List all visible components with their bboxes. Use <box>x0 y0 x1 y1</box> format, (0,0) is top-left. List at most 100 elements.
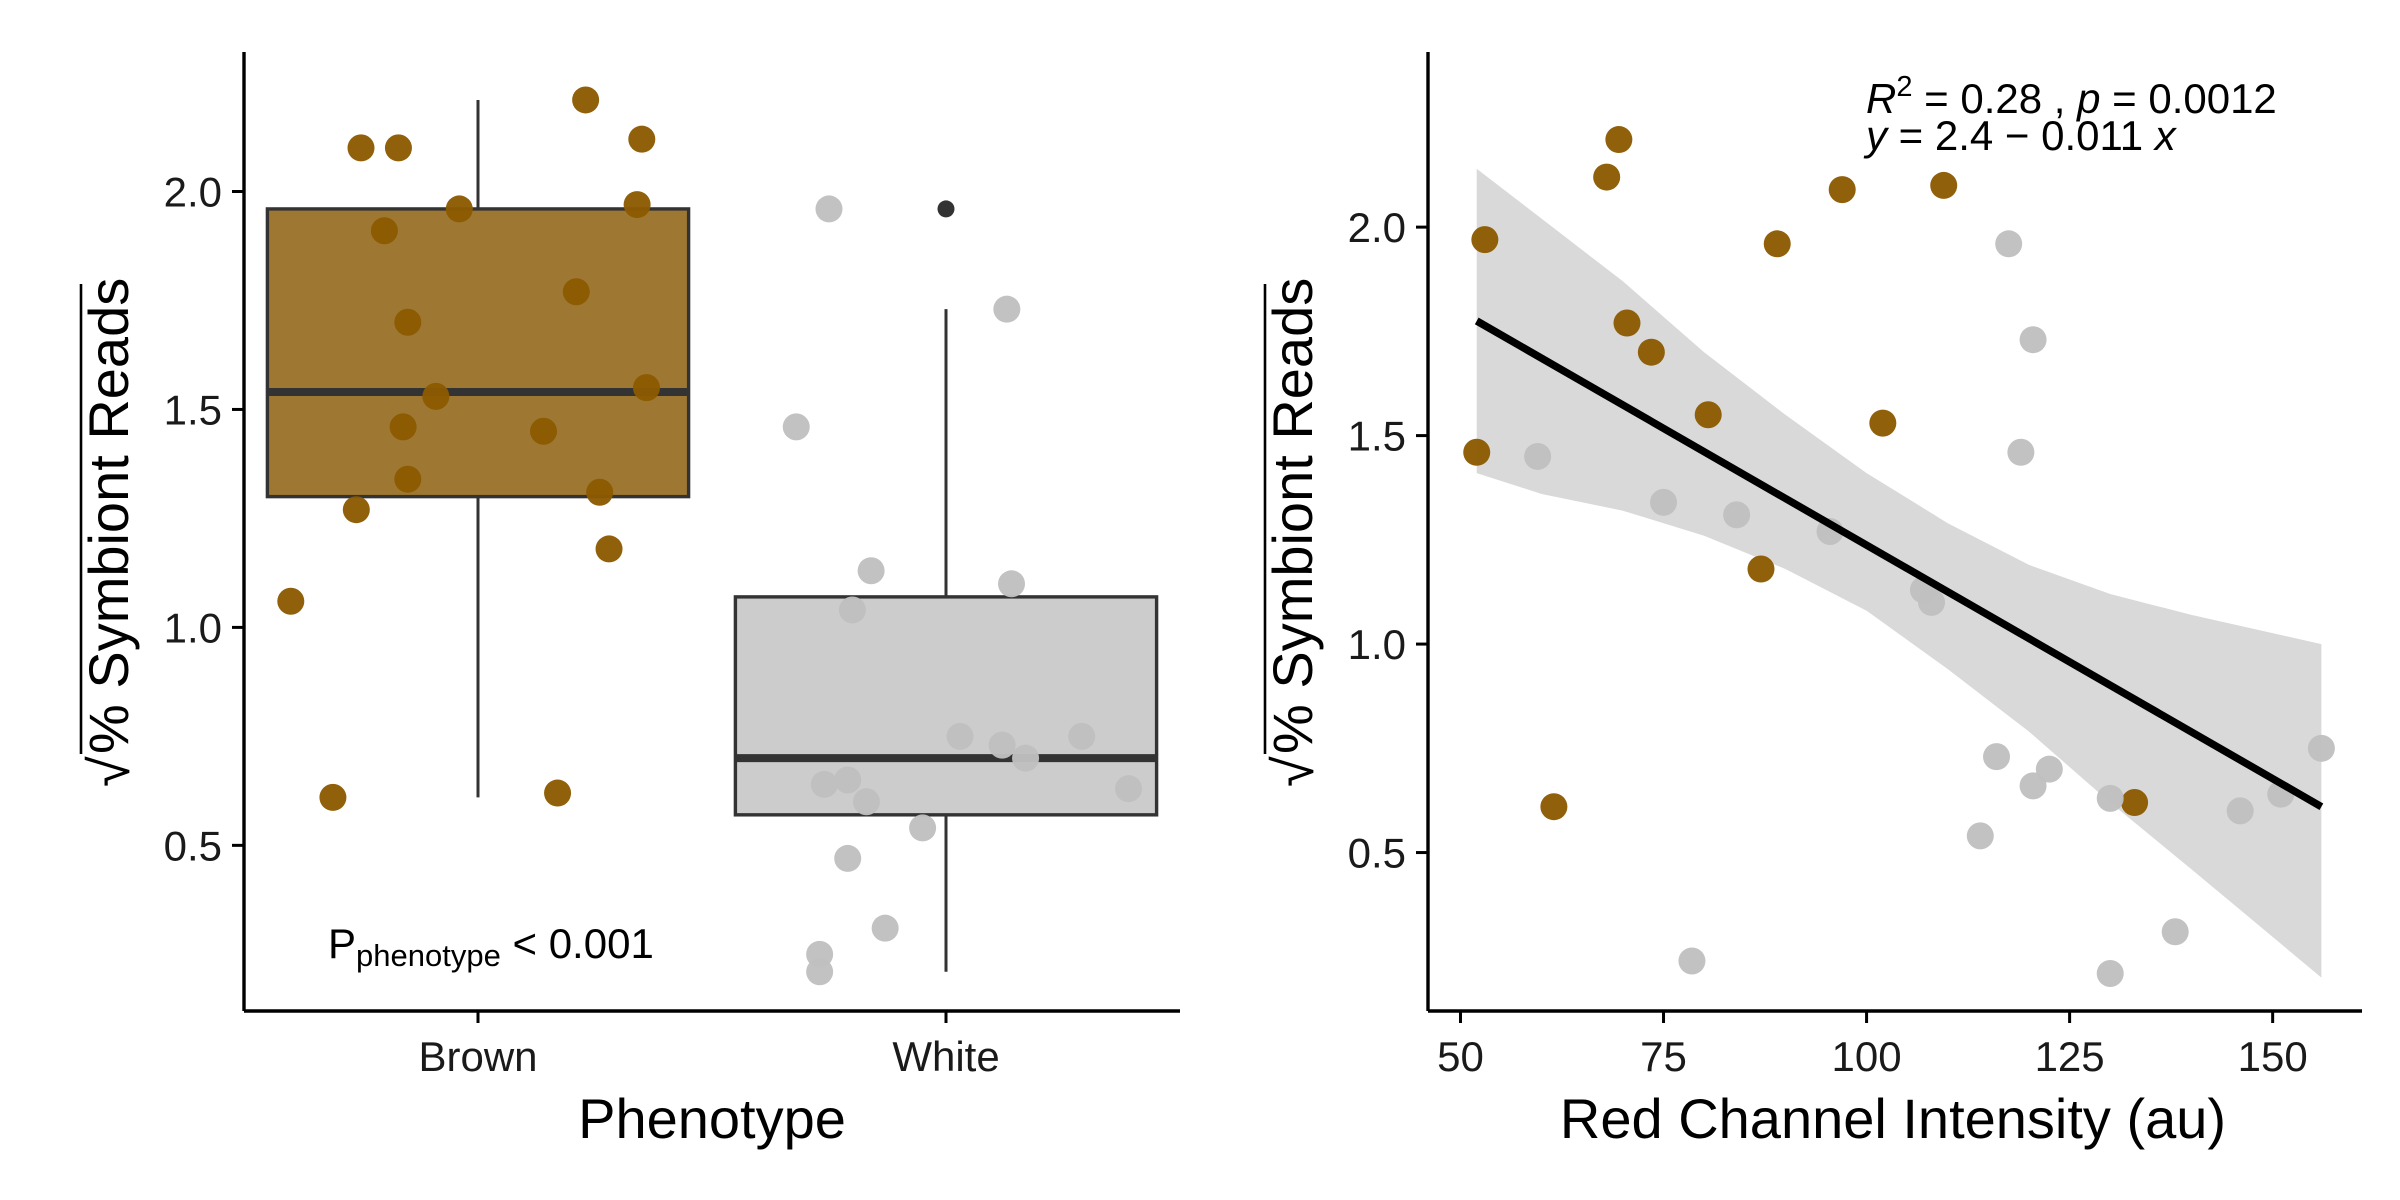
scatter-point-brown <box>1828 176 1856 204</box>
ci-band-layer <box>1476 168 2322 978</box>
data-point-brown <box>319 783 347 811</box>
scatter-point-white <box>1723 501 1751 529</box>
y-axis-title-text-2: % Symbiont Reads <box>1261 278 1324 754</box>
data-point-brown <box>389 413 417 441</box>
scatter-point-white <box>1983 743 2011 771</box>
y-tick-label: 1.0 <box>164 604 222 651</box>
scatter-point-white <box>1995 230 2023 258</box>
data-point-white <box>810 770 838 798</box>
y-tick-label: 2.0 <box>164 168 222 215</box>
scatter-point-white <box>2096 784 2124 812</box>
outlier-point <box>937 200 955 218</box>
p-value: = 0.0012 <box>2100 75 2276 122</box>
data-point-white <box>998 570 1026 598</box>
box-white <box>733 200 1159 972</box>
r-squared-value: = 0.28 , <box>1912 75 2077 122</box>
data-point-brown <box>394 465 422 493</box>
x-axis-ticks-2: 50 75 100 125 150 <box>1437 1011 2308 1080</box>
data-point-brown <box>347 134 375 162</box>
scatter-point-brown <box>1463 438 1491 466</box>
r-superscript: 2 <box>1896 71 1912 103</box>
data-point-brown <box>623 191 651 219</box>
x-tick-label: 50 <box>1437 1033 1484 1080</box>
x-tick-label: 100 <box>1832 1033 1902 1080</box>
data-point-white <box>1068 722 1096 750</box>
boxplot-points <box>277 86 1143 986</box>
data-point-white <box>782 413 810 441</box>
scatter-point-white <box>2007 438 2035 466</box>
y-tick-label: 1.5 <box>164 386 222 433</box>
scatter-point-white <box>2307 734 2335 762</box>
scatter-point-white <box>1918 588 1946 616</box>
scatter-point-brown <box>1869 409 1897 437</box>
p-value-annotation: Pphenotype < 0.001 <box>328 920 654 973</box>
p-symbol-2: p <box>2075 75 2100 122</box>
scatter-point-brown <box>1593 163 1621 191</box>
data-point-white <box>909 814 937 842</box>
box-brown <box>265 99 691 798</box>
boxplot-panel: 0.5 1.0 1.5 2.0 Brown White Phenotype √ % Sy… <box>77 52 1180 1150</box>
data-point-white <box>852 788 880 816</box>
data-point-white <box>834 844 862 872</box>
scatter-point-brown <box>1540 793 1568 821</box>
regression-line <box>1474 317 2324 810</box>
p-threshold: < 0.001 <box>501 920 654 967</box>
data-point-brown <box>628 125 656 153</box>
scatter-point-brown <box>1613 309 1641 337</box>
scatter-point-white <box>2096 959 2124 987</box>
y-axis-title-2: √ % Symbiont Reads <box>1261 278 1325 787</box>
data-point-brown <box>632 374 660 402</box>
y-axis-ticks: 0.5 1.0 1.5 2.0 <box>164 168 244 869</box>
box-iqr <box>733 595 1159 817</box>
data-point-white <box>815 195 843 223</box>
data-point-brown <box>595 535 623 563</box>
x-axis-title: Phenotype <box>578 1087 846 1150</box>
y-tick-label: 0.5 <box>1348 830 1406 877</box>
scatter-point-brown <box>1694 401 1722 429</box>
x-axis-title-2: Red Channel Intensity (au) <box>1560 1087 2226 1150</box>
scatter-point-white <box>2161 918 2189 946</box>
x-tick-label: 150 <box>2238 1033 2308 1080</box>
scatter-point-white <box>1650 488 1678 516</box>
y-tick-label: 2.0 <box>1348 204 1406 251</box>
scatter-point-white <box>2019 772 2047 800</box>
data-point-brown <box>572 86 600 114</box>
data-point-brown <box>544 779 572 807</box>
data-point-white <box>838 596 866 624</box>
scatter-point-white <box>2226 797 2254 825</box>
y-axis-title-text: % Symbiont Reads <box>77 278 140 754</box>
regression-equation: = 2.4 − 0.011 <box>1887 112 2155 159</box>
y-symbol: y <box>1863 112 1890 159</box>
data-point-brown <box>384 134 412 162</box>
fit-line-layer <box>1474 317 2324 810</box>
y-tick-label: 0.5 <box>164 822 222 869</box>
data-point-brown <box>422 382 450 410</box>
data-point-white <box>988 731 1016 759</box>
data-point-white <box>871 914 899 942</box>
data-point-brown <box>394 308 422 336</box>
r-symbol: R <box>1866 75 1896 122</box>
confidence-band <box>1476 168 2322 978</box>
scatter-point-brown <box>1930 171 1958 199</box>
data-point-brown <box>342 496 370 524</box>
regression-stats-line2: y = 2.4 − 0.011 x <box>1863 112 2178 159</box>
p-subscript: phenotype <box>356 938 501 973</box>
scatter-point-white <box>2035 755 2063 783</box>
boxplot-layer <box>265 99 1159 972</box>
data-point-white <box>857 557 885 585</box>
data-point-white <box>993 295 1021 323</box>
data-point-brown <box>445 195 473 223</box>
sqrt-symbol-2: √ <box>1262 756 1325 787</box>
data-point-brown <box>370 217 398 245</box>
y-axis-title: √ % Symbiont Reads <box>77 278 141 787</box>
data-point-white <box>946 722 974 750</box>
x-tick-label: Brown <box>418 1033 537 1080</box>
x-tick-label: 75 <box>1640 1033 1687 1080</box>
scatter-point-brown <box>2121 789 2149 817</box>
data-point-brown <box>586 478 614 506</box>
scatter-panel: 0.5 1.0 1.5 2.0 50 75 100 125 150 Red Channel I… <box>1261 52 2362 1150</box>
scatter-point-brown <box>1605 126 1633 154</box>
scatter-point-brown <box>1471 226 1499 254</box>
scatter-point-white <box>1524 442 1552 470</box>
